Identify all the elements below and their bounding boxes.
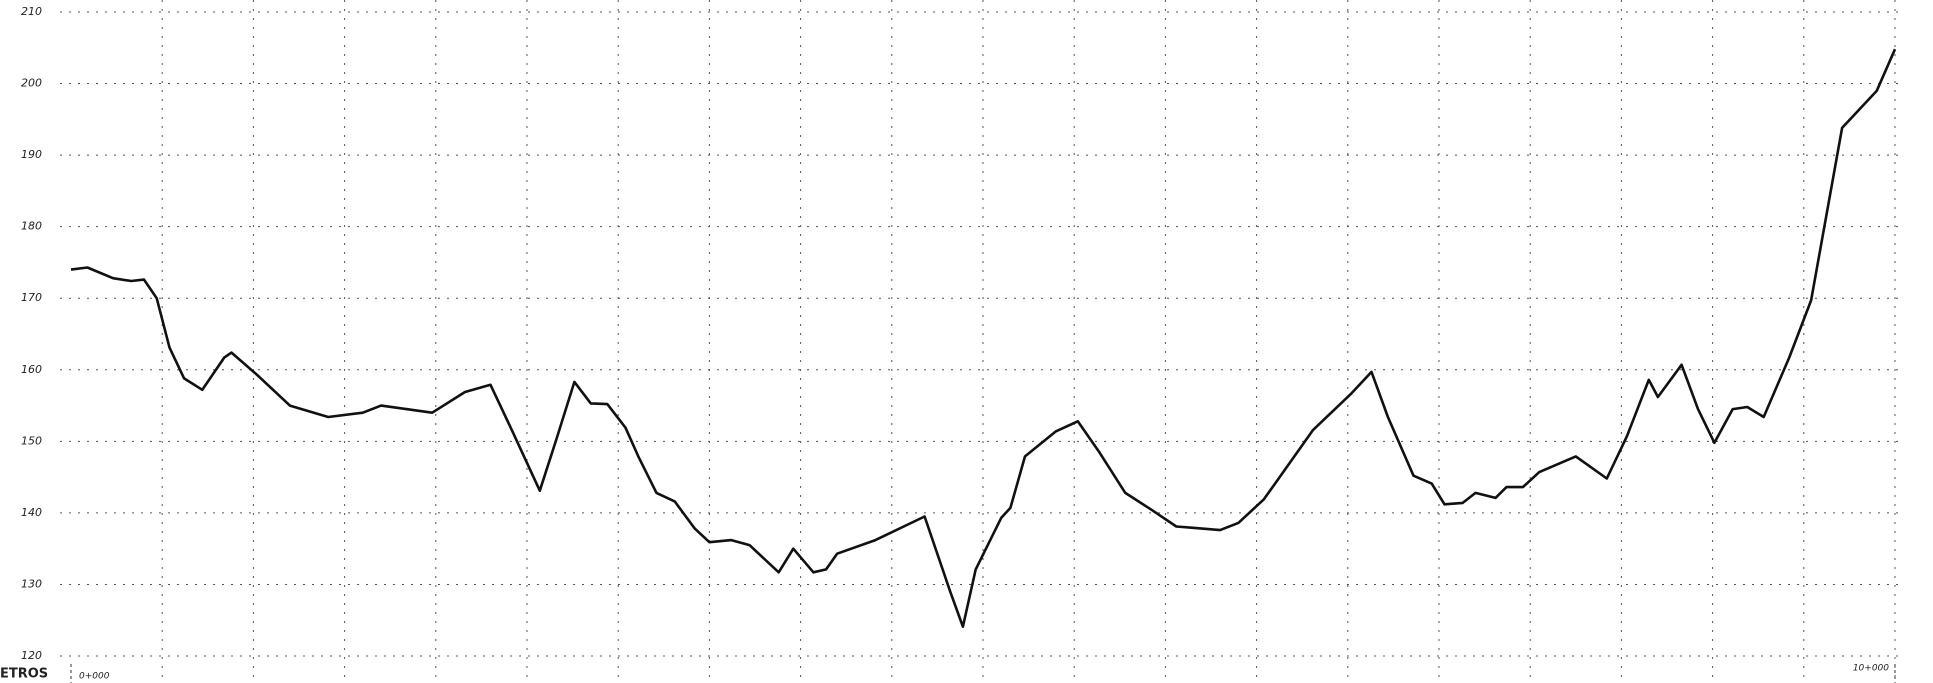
profile-line (70, 48, 1897, 628)
axis-label: ETROS (0, 667, 48, 682)
y-tick-label: 120 (21, 649, 42, 662)
y-tick-label: 130 (21, 577, 42, 590)
y-tick-label: 140 (21, 506, 42, 519)
y-tick-label: 200 (21, 77, 42, 90)
y-tick-label: 170 (21, 291, 42, 304)
y-tick-label: 190 (21, 148, 42, 161)
y-tick-label: 150 (21, 434, 42, 447)
x-tick-label: 10+000 (1853, 664, 1889, 674)
x-tick-label: 0+000 (79, 672, 110, 682)
y-tick-label: 210 (21, 5, 42, 18)
y-tick-label: 160 (21, 363, 42, 376)
y-tick-label: 180 (21, 220, 42, 233)
